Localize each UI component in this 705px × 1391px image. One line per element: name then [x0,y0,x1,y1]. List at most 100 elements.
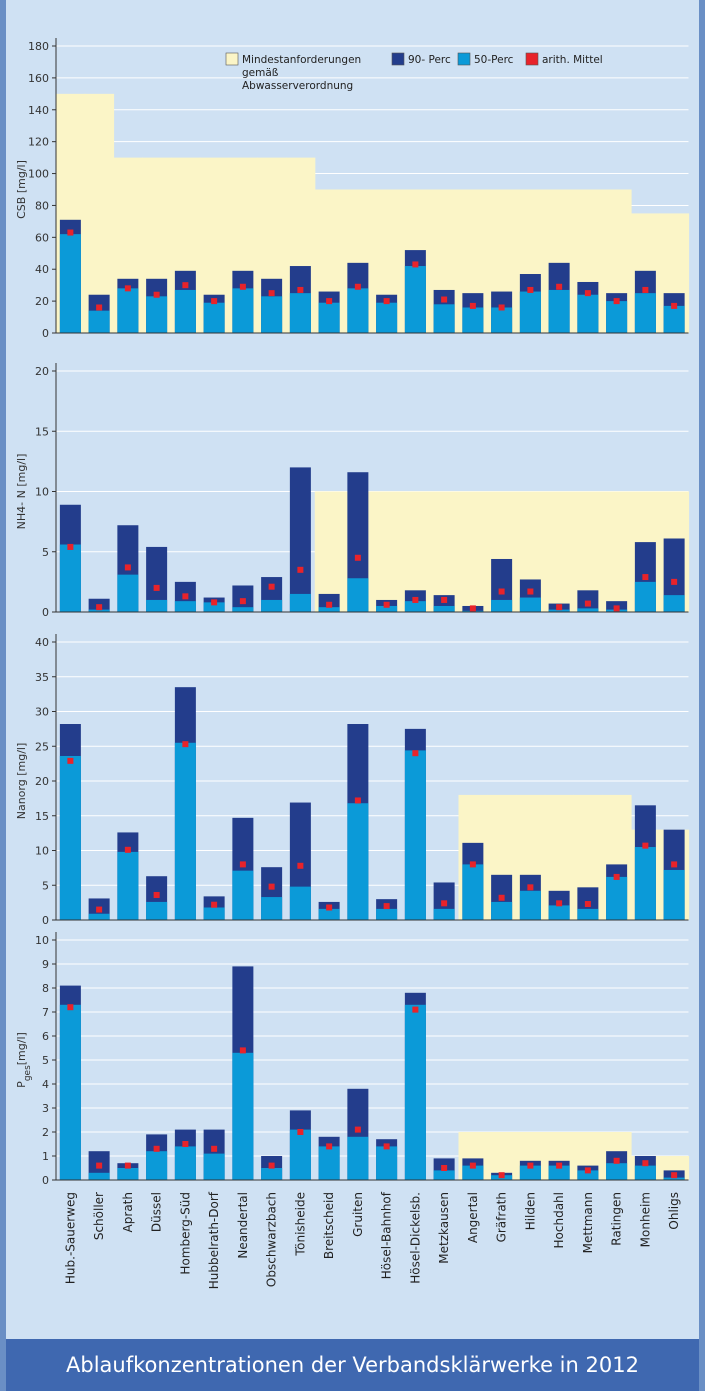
y-tick-label: 2 [42,1126,49,1139]
bar-50-perc [577,1170,599,1180]
mean-marker [383,298,390,305]
category-label: Schöller [92,1192,106,1240]
mean-marker [326,298,333,305]
mean-marker [498,1172,505,1179]
mean-marker [268,583,275,590]
standard-area [487,1132,517,1180]
mean-marker [153,291,160,298]
mean-marker [67,543,74,550]
mean-marker [441,900,448,907]
bar-50-perc [59,234,81,333]
mean-marker [67,1004,74,1011]
mean-marker [268,1162,275,1169]
standard-area [429,491,460,612]
category-label: Hösel-Dickelsb. [408,1192,422,1284]
bar-50-perc [376,302,398,333]
y-tick-label: 160 [28,72,49,85]
legend-label: Mindestanforderungen [242,54,361,66]
bar-50-perc [88,913,110,920]
standard-area [602,491,632,612]
y-tick-label: 20 [35,365,49,378]
mean-marker [412,596,419,603]
bar-50-perc [174,742,196,920]
mean-marker [297,862,304,869]
mean-marker [642,1160,649,1167]
y-tick-label: 80 [35,199,49,212]
bar-50-perc [462,1165,484,1180]
y-tick-label: 120 [28,136,49,149]
bar-50-perc [634,293,656,333]
category-label: Hubbelrath-Dorf [207,1191,221,1289]
bar-50-perc [117,288,139,333]
mean-marker [239,861,246,868]
category-label: Hub.-Sauerweg [63,1192,77,1284]
mean-marker [96,604,103,611]
bar-50-perc [88,609,110,612]
legend-label: gemäß [242,67,279,79]
bar-50-perc [606,876,628,920]
bar-50-perc [59,544,81,612]
bar-50-perc [203,907,225,920]
bar-50-perc [174,1146,196,1180]
bar-50-perc [577,294,599,333]
bar-50-perc [404,601,426,612]
mean-marker [527,588,534,595]
category-label: Monheim [638,1192,652,1247]
mean-marker [182,593,189,600]
bar-50-perc [606,301,628,333]
chart-2: 0 5 10 15 20 NH4- N [mg/l] [15,363,690,619]
bar-50-perc [376,908,398,920]
legend-swatch-mean [525,52,539,66]
chart-panel: 0 20 40 60 80 100 120 140 160 180 CSB [mg/l] 0 5 10 15… [6,0,699,1391]
mean-marker [297,286,304,293]
mean-marker [671,578,678,585]
mean-marker [469,605,476,612]
mean-marker [268,290,275,297]
mean-marker [96,304,103,311]
mean-marker [124,285,131,292]
bar-50-perc [577,608,599,612]
mean-marker [613,1157,620,1164]
mean-marker [527,884,534,891]
mean-marker [671,1172,678,1179]
y-tick-label: 35 [35,671,49,684]
category-label: Neandertal [236,1192,250,1259]
y-tick-label: 5 [42,1054,49,1067]
mean-marker [584,600,591,607]
bar-50-perc [433,908,455,920]
mean-marker [124,846,131,853]
bar-50-perc [376,605,398,612]
mean-marker [124,564,131,571]
bar-50-perc [462,307,484,333]
mean-marker [153,584,160,591]
mean-marker [67,229,74,236]
y-tick-label: 15 [35,810,49,823]
bar-50-perc [433,1170,455,1180]
mean-marker [182,741,189,748]
mean-marker [527,1162,534,1169]
bar-50-perc [117,1168,139,1180]
bar-50-perc [261,296,283,333]
bar-50-perc [433,605,455,612]
bar-50-perc [203,1153,225,1180]
y-axis-title: Pges[mg/l] [15,1032,33,1088]
bar-50-perc [491,307,513,333]
bar-50-perc [318,908,340,920]
bar-50-perc [289,593,311,612]
bar-50-perc [318,607,340,612]
mean-marker [182,282,189,289]
y-axis-title: CSB [mg/l] [15,160,28,219]
mean-marker [441,296,448,303]
category-label: Obschwarzbach [265,1192,279,1287]
bar-90-perc [289,467,311,612]
category-label: Ratingen [610,1192,624,1246]
y-tick-label: 40 [35,263,49,276]
mean-marker [498,588,505,595]
bar-50-perc [261,1168,283,1180]
y-axis-title-part: [mg/l] [15,1032,28,1065]
category-label: Düssel [150,1192,164,1232]
mean-marker [642,842,649,849]
bar-50-perc [634,847,656,920]
standard-area [458,491,488,612]
mean-marker [211,599,218,606]
